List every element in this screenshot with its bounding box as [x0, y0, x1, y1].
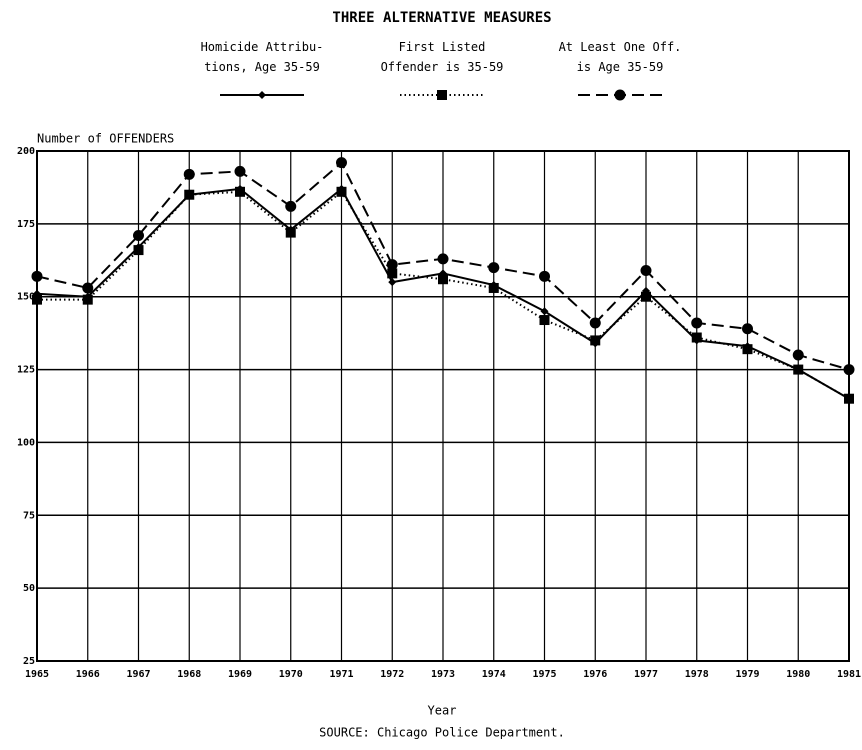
- point: [133, 230, 144, 242]
- point: [539, 270, 550, 282]
- point: [488, 282, 499, 293]
- x-tick-label: 1981: [837, 669, 861, 680]
- point: [691, 317, 703, 329]
- y-tick-label: 125: [17, 365, 35, 376]
- point: [792, 349, 804, 361]
- point: [488, 262, 500, 274]
- x-tick-label: 1974: [482, 669, 506, 680]
- point: [82, 282, 94, 294]
- point: [184, 189, 195, 200]
- point: [589, 317, 601, 329]
- legend-label: At Least One Off. is Age 35-59: [559, 40, 682, 74]
- legend-marker: [258, 91, 266, 99]
- point: [336, 186, 347, 197]
- x-tick-label: 1980: [786, 669, 810, 680]
- x-tick-label: 1975: [532, 669, 556, 680]
- point: [640, 264, 652, 276]
- point: [388, 278, 397, 287]
- point: [590, 335, 601, 346]
- y-tick-label: 175: [17, 219, 35, 230]
- point: [82, 294, 93, 305]
- x-tick-label: 1977: [634, 669, 658, 680]
- point: [183, 168, 195, 180]
- point: [691, 332, 702, 343]
- y-tick-label: 50: [23, 583, 35, 594]
- point: [539, 315, 550, 326]
- point: [793, 364, 804, 375]
- x-tick-label: 1979: [735, 669, 759, 680]
- y-tick-label: 200: [17, 146, 35, 157]
- x-tick-label: 1965: [25, 669, 49, 680]
- point: [540, 307, 549, 316]
- x-tick-label: 1966: [76, 669, 100, 680]
- point: [235, 186, 245, 197]
- point: [844, 393, 854, 404]
- point: [234, 165, 246, 177]
- point: [336, 157, 347, 169]
- x-tick-label: 1976: [583, 669, 607, 680]
- y-tick-label: 150: [17, 292, 35, 303]
- point: [285, 227, 296, 238]
- y-tick-label: 25: [23, 656, 35, 667]
- legend-label: First Listed Offender is 35-59: [381, 40, 504, 74]
- x-tick-label: 1973: [431, 669, 455, 680]
- series-line: [37, 190, 850, 400]
- legend-label: Homicide Attribu-tions, Age 35-59: [201, 40, 324, 74]
- x-tick-label: 1967: [126, 669, 150, 680]
- point: [285, 200, 297, 212]
- y-tick-label: 75: [23, 510, 35, 521]
- point: [742, 323, 753, 335]
- legend-marker: [614, 89, 626, 101]
- x-tick-label: 1971: [329, 669, 353, 680]
- point: [386, 259, 398, 271]
- y-axis-label: Number of OFFENDERS: [37, 132, 174, 146]
- point: [32, 294, 42, 305]
- point: [742, 344, 753, 355]
- y-tick-label: 100: [17, 437, 35, 448]
- x-tick-label: 1968: [177, 669, 201, 680]
- x-tick-label: 1978: [685, 669, 709, 680]
- point: [437, 253, 449, 265]
- point: [641, 291, 651, 302]
- x-tick-label: 1969: [228, 669, 252, 680]
- x-tick-label: 1970: [279, 669, 303, 680]
- legend-marker: [437, 90, 447, 100]
- point: [31, 270, 43, 282]
- point: [387, 268, 398, 279]
- x-tick-label: 1972: [380, 669, 404, 680]
- point: [438, 274, 448, 285]
- x-axis-label: Year: [428, 704, 457, 718]
- chart-title: THREE ALTERNATIVE MEASURES: [332, 10, 551, 26]
- point: [133, 245, 144, 256]
- point: [843, 364, 855, 376]
- source-note: SOURCE: Chicago Police Department.: [319, 726, 565, 740]
